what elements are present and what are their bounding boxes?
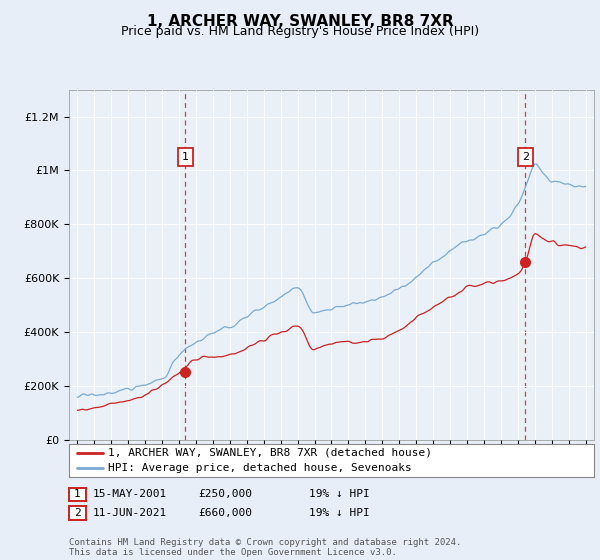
Text: HPI: Average price, detached house, Sevenoaks: HPI: Average price, detached house, Seve… xyxy=(109,463,412,473)
Text: £250,000: £250,000 xyxy=(198,489,252,500)
Text: 2: 2 xyxy=(74,508,81,518)
Text: 2: 2 xyxy=(521,152,529,162)
Text: Price paid vs. HM Land Registry's House Price Index (HPI): Price paid vs. HM Land Registry's House … xyxy=(121,25,479,38)
Text: 1, ARCHER WAY, SWANLEY, BR8 7XR (detached house): 1, ARCHER WAY, SWANLEY, BR8 7XR (detache… xyxy=(109,447,433,458)
Text: £660,000: £660,000 xyxy=(198,508,252,518)
Text: 1: 1 xyxy=(182,152,189,162)
Text: 19% ↓ HPI: 19% ↓ HPI xyxy=(309,489,370,500)
Text: 1, ARCHER WAY, SWANLEY, BR8 7XR: 1, ARCHER WAY, SWANLEY, BR8 7XR xyxy=(146,14,454,29)
Text: 15-MAY-2001: 15-MAY-2001 xyxy=(93,489,167,500)
Text: 19% ↓ HPI: 19% ↓ HPI xyxy=(309,508,370,518)
Text: 11-JUN-2021: 11-JUN-2021 xyxy=(93,508,167,518)
Text: 1: 1 xyxy=(74,489,81,500)
Text: Contains HM Land Registry data © Crown copyright and database right 2024.
This d: Contains HM Land Registry data © Crown c… xyxy=(69,538,461,557)
